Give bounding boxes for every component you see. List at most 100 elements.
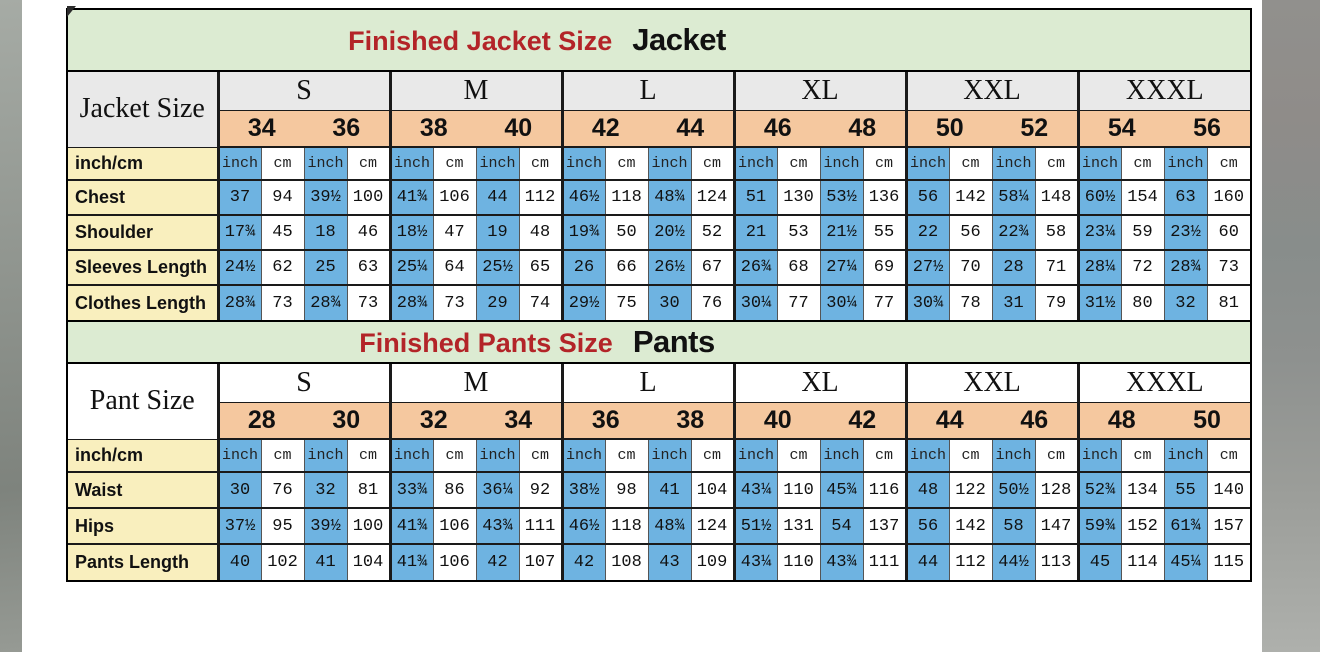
pants-size-number-34: 34 [476, 402, 562, 440]
value-cell-cm: 80 [1120, 285, 1164, 320]
value-cell-cm: 104 [690, 472, 734, 509]
unit-cell-inch: inch [218, 147, 261, 181]
value-cell-inch: 43¼ [732, 472, 777, 509]
value-cell-inch: 30 [218, 472, 261, 509]
value-cell-cm: 136 [862, 180, 906, 216]
unit-cell-inch: inch [732, 439, 777, 473]
jacket-size-group-S: S [218, 72, 390, 111]
unit-cell-cm: cm [690, 147, 734, 181]
jacket-size-number-36: 36 [304, 110, 390, 148]
value-cell-cm: 77 [862, 285, 906, 320]
value-cell-cm: 122 [948, 472, 992, 509]
jacket-size-group-XXXL: XXXL [1076, 72, 1250, 111]
pants-size-group-XL: XL [732, 364, 906, 403]
jacket-size-number-46: 46 [732, 110, 820, 148]
value-cell-cm: 110 [776, 472, 820, 509]
value-cell-cm: 58 [1034, 215, 1078, 251]
unit-cell-inch: inch [560, 439, 605, 473]
unit-cell-cm: cm [1120, 147, 1164, 181]
value-cell-inch: 60½ [1076, 180, 1121, 216]
value-cell-cm: 73 [1206, 250, 1250, 286]
value-cell-inch: 28¾ [1163, 250, 1207, 286]
value-cell-inch: 31½ [1076, 285, 1121, 320]
unit-cell-inch: inch [388, 147, 433, 181]
unit-cell-cm: cm [690, 439, 734, 473]
pants-size-number-40: 40 [732, 402, 820, 440]
value-cell-cm: 75 [604, 285, 648, 320]
pants-corner-cell: Pant Size [68, 364, 220, 440]
value-cell-cm: 112 [948, 544, 992, 580]
pants-size-group-L: L [560, 364, 734, 403]
unit-cell-cm: cm [346, 147, 390, 181]
jacket-size-table: Jacket Size S M L XL XXL XXXL 34 36 38 40 42 44 46 48 5… [68, 72, 1250, 320]
background-strip-right [1262, 0, 1320, 652]
value-cell-cm: 110 [776, 544, 820, 580]
background-strip-left [0, 0, 22, 652]
value-cell-inch: 26¾ [732, 250, 777, 286]
value-cell-cm: 60 [1206, 215, 1250, 251]
value-cell-cm: 130 [776, 180, 820, 216]
value-cell-inch: 42 [560, 544, 605, 580]
unit-cell-inch: inch [388, 439, 433, 473]
jacket-row-chest: Chest 37 94 39½ 100 41¾ 106 44 112 46½ 118 48¾ 124 51… [68, 180, 1250, 216]
unit-cell-cm: cm [948, 439, 992, 473]
pants-size-number-32: 32 [388, 402, 476, 440]
pants-row-pants-length: Pants Length 40 102 41 104 41¾ 106 42 107 42 108 43… [68, 544, 1250, 580]
pants-size-number-46: 46 [992, 402, 1078, 440]
value-cell-inch: 43¾ [475, 508, 519, 545]
pants-size-number-38: 38 [648, 402, 734, 440]
value-cell-cm: 111 [862, 544, 906, 580]
unit-cell-inch: inch [732, 147, 777, 181]
value-cell-inch: 25¼ [388, 250, 433, 286]
value-cell-inch: 37½ [218, 508, 261, 545]
value-cell-inch: 38½ [560, 472, 605, 509]
pants-title-black: Pants [632, 324, 715, 359]
value-cell-cm: 53 [776, 215, 820, 251]
value-cell-cm: 106 [432, 180, 476, 216]
value-cell-cm: 77 [776, 285, 820, 320]
value-cell-cm: 108 [604, 544, 648, 580]
value-cell-inch: 63 [1163, 180, 1207, 216]
jacket-size-group-XXL: XXL [904, 72, 1078, 111]
value-cell-inch: 48¾ [647, 180, 691, 216]
pants-number-row: 28 30 32 34 36 38 40 42 44 46 48 50 [68, 402, 1250, 440]
unit-cell-inch: inch [218, 439, 261, 473]
jacket-row-label-shoulder: Shoulder [68, 215, 220, 251]
value-cell-cm: 104 [346, 544, 390, 580]
jacket-title-red: Finished Jacket Size [348, 26, 613, 56]
corner-artifact [67, 6, 76, 17]
value-cell-inch: 53½ [819, 180, 863, 216]
unit-cell-inch: inch [475, 439, 519, 473]
value-cell-cm: 74 [518, 285, 562, 320]
jacket-number-row: 34 36 38 40 42 44 46 48 50 52 54 56 [68, 110, 1250, 148]
jacket-letter-row: Jacket Size S M L XL XXL XXXL [68, 72, 1250, 148]
value-cell-inch: 48¾ [647, 508, 691, 545]
value-cell-cm: 100 [346, 180, 390, 216]
pants-row-label-pants-length: Pants Length [68, 544, 220, 580]
value-cell-inch: 41 [647, 472, 691, 509]
value-cell-cm: 63 [346, 250, 390, 286]
value-cell-cm: 98 [604, 472, 648, 509]
value-cell-inch: 31 [991, 285, 1035, 320]
value-cell-cm: 115 [1206, 544, 1250, 580]
jacket-row-shoulder: Shoulder 17¾ 45 18 46 18½ 47 19 48 19¾ 50 20½ 52 21 53… [68, 215, 1250, 251]
jacket-size-number-56: 56 [1164, 110, 1250, 148]
jacket-size-group-XL: XL [732, 72, 906, 111]
value-cell-inch: 41¾ [388, 508, 433, 545]
value-cell-inch: 56 [904, 180, 949, 216]
jacket-size-number-48: 48 [820, 110, 906, 148]
jacket-unit-row-label: inch/cm [68, 147, 220, 181]
value-cell-inch: 29 [475, 285, 519, 320]
value-cell-cm: 79 [1034, 285, 1078, 320]
value-cell-inch: 21 [732, 215, 777, 251]
unit-cell-cm: cm [432, 147, 476, 181]
value-cell-cm: 140 [1206, 472, 1250, 509]
value-cell-inch: 43 [647, 544, 691, 580]
pants-size-number-42: 42 [820, 402, 906, 440]
value-cell-cm: 48 [518, 215, 562, 251]
value-cell-inch: 28¾ [218, 285, 261, 320]
unit-cell-cm: cm [1034, 147, 1078, 181]
value-cell-cm: 114 [1120, 544, 1164, 580]
value-cell-cm: 112 [518, 180, 562, 216]
unit-cell-cm: cm [260, 439, 304, 473]
